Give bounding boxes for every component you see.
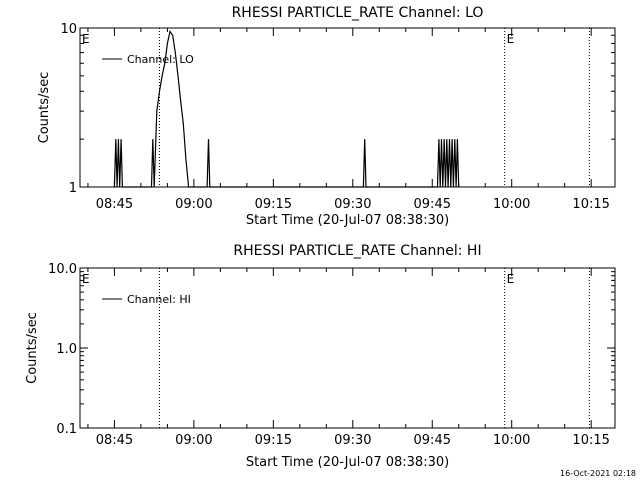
y-axis-label: Counts/sec — [25, 312, 40, 384]
event-marker-label: E — [507, 272, 515, 286]
panel-hi: RHESSI PARTICLE_RATE Channel: HI 08:45 09:… — [25, 243, 616, 470]
event-marker-label: E — [82, 272, 90, 286]
plot-frame — [79, 27, 616, 188]
panel-lo: RHESSI PARTICLE_RATE Channel: LO 08:45 09:… — [37, 5, 616, 228]
y-tick-label: 1 — [69, 181, 77, 196]
x-tick-label: 09:45 — [414, 197, 451, 212]
x-tick-label: 08:45 — [96, 433, 133, 448]
x-tick-label: 09:00 — [175, 433, 212, 448]
x-tick-label: 09:30 — [334, 197, 371, 212]
event-marker-label: E — [82, 32, 90, 46]
x-tick-label: 10:00 — [493, 197, 530, 212]
x-tick-label: 10:15 — [572, 197, 609, 212]
legend-label: Channel: HI — [127, 293, 191, 306]
y-tick-label: 1.0 — [56, 342, 77, 357]
x-tick-label: 10:00 — [493, 433, 530, 448]
x-tick-label: 09:15 — [255, 197, 292, 212]
x-tick-label: 09:45 — [414, 433, 451, 448]
x-axis-label: Start Time (20-Jul-07 08:38:30) — [246, 213, 449, 228]
x-tick-label: 10:15 — [572, 433, 609, 448]
series-line — [113, 30, 460, 188]
x-tick-label: 09:15 — [255, 433, 292, 448]
event-marker-label: E — [507, 32, 515, 46]
chart-title: RHESSI PARTICLE_RATE Channel: LO — [232, 5, 484, 21]
legend-label: Channel: LO — [127, 53, 194, 66]
x-axis-label: Start Time (20-Jul-07 08:38:30) — [246, 455, 449, 470]
y-tick-label: 10 — [60, 22, 77, 37]
y-tick-label: 0.1 — [56, 422, 77, 437]
x-tick-label: 09:00 — [175, 197, 212, 212]
y-tick-label: 10.0 — [48, 262, 77, 277]
plot-frame — [79, 267, 616, 429]
y-axis-label: Counts/sec — [37, 72, 52, 144]
x-tick-label: 08:45 — [96, 197, 133, 212]
footer-timestamp: 16-Oct-2021 02:18 — [560, 469, 636, 478]
x-tick-label: 09:30 — [334, 433, 371, 448]
chart-title: RHESSI PARTICLE_RATE Channel: HI — [233, 243, 481, 259]
